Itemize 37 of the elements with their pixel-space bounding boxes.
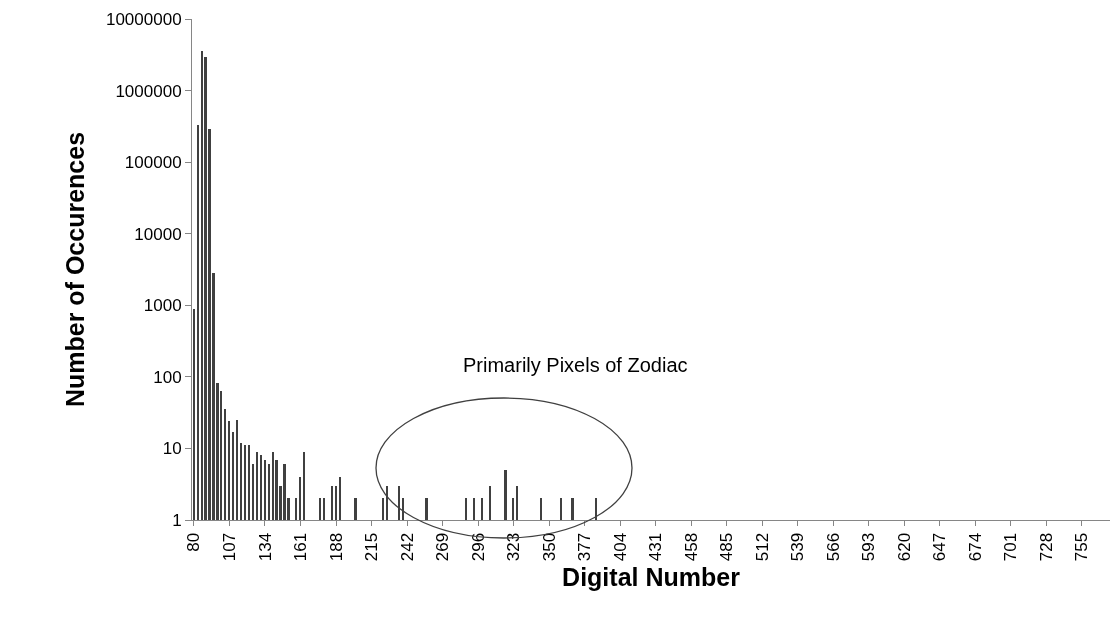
y-tick-label: 1000: [143, 296, 182, 316]
x-tick-label: 350: [539, 532, 559, 562]
x-tick-label: 728: [1036, 532, 1056, 562]
y-tick-label: 1: [172, 510, 182, 530]
x-tick-label: 755: [1072, 532, 1092, 562]
x-tick-label: 377: [575, 532, 595, 562]
x-tick-label: 404: [610, 532, 630, 562]
annotation: Primarily Pixels of Zodiac: [463, 354, 688, 376]
y-tick-label: 100: [153, 367, 182, 387]
y-tick-label: 100000: [124, 153, 182, 173]
x-tick-label: 647: [930, 532, 950, 562]
y-tick-label: 10000: [134, 224, 182, 244]
x-tick-label: 701: [1001, 532, 1021, 562]
x-tick-label: 620: [894, 532, 914, 562]
x-tick-label: 458: [681, 532, 701, 562]
x-tick-label: 242: [397, 532, 417, 562]
x-axis-title: Digital Number: [562, 563, 741, 592]
x-tick-label: 107: [220, 532, 239, 562]
x-tick-label: 512: [752, 532, 772, 562]
y-tick-label: 10000000: [105, 9, 182, 29]
y-axis-title: Number of Occurences: [60, 131, 89, 408]
x-tick-label: 485: [717, 532, 737, 562]
x-tick-label: 674: [965, 532, 985, 562]
x-tick-label: 323: [504, 532, 524, 562]
x-tick-label: 539: [788, 532, 808, 562]
x-tick-label: 215: [362, 532, 382, 562]
x-tick-label: 269: [433, 532, 453, 562]
x-tick-label: 134: [255, 532, 275, 562]
x-tick-label: 80: [184, 532, 204, 552]
x-tick-label: 296: [468, 532, 488, 562]
y-tick-label: 1000000: [115, 81, 182, 101]
x-tick-label: 431: [646, 532, 666, 562]
x-tick-label: 593: [859, 532, 879, 562]
y-tick-label: 10: [162, 439, 182, 459]
x-tick-label: 161: [291, 532, 311, 562]
x-tick-label: 566: [823, 532, 843, 562]
x-tick-label: 188: [326, 532, 346, 562]
